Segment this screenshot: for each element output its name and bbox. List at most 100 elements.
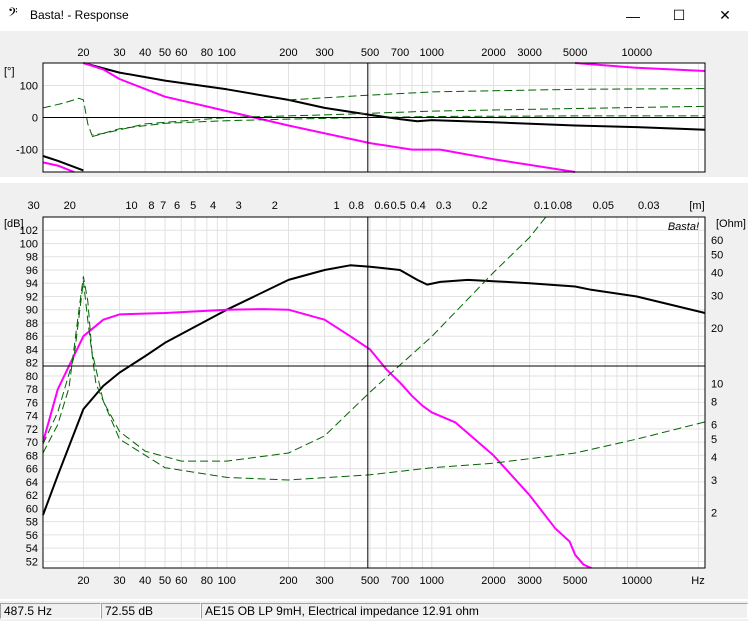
y2-tick-label: 8 — [711, 396, 717, 408]
series-black-0 — [42, 264, 706, 516]
y2-tick-label: 2 — [711, 507, 717, 519]
x-tick-label: 300 — [315, 47, 333, 59]
y-tick-label: 54 — [26, 543, 38, 555]
spl-chart[interactable]: 20 30 40 50 60 80 100 200 300 500 700 1000 2000 3000 5… — [0, 183, 748, 599]
x-tick-label: 10000 — [622, 47, 653, 59]
top-axis-tick-label: 20 — [64, 200, 76, 212]
status-level: 72.55 dB — [101, 603, 201, 619]
x-tick-label: 80 — [201, 47, 213, 59]
x-tick-label: 1000 — [420, 575, 444, 587]
x-tick-label: 5000 — [563, 47, 587, 59]
y2-axis-label: [Ohm] — [716, 218, 746, 230]
top-axis-unit: [m] — [689, 200, 704, 212]
y-tick-label: 56 — [26, 530, 38, 542]
y2-tick-label: 10 — [711, 379, 723, 391]
x-tick-label: 700 — [391, 47, 409, 59]
series-magenta-2 — [83, 62, 576, 173]
y-tick-label: 76 — [26, 397, 38, 409]
x-tick-label: 200 — [279, 575, 297, 587]
y-tick-label: 86 — [26, 331, 38, 343]
x-tick-label: 20 — [77, 47, 89, 59]
x-tick-label: 80 — [201, 575, 213, 587]
top-axis-tick-label: 30 — [27, 200, 39, 212]
top-axis-tick-label: 7 — [160, 200, 166, 212]
top-axis-tick-label: 10 — [125, 200, 137, 212]
status-description: AE15 OB LP 9mH, Electrical impedance 12.… — [201, 603, 748, 619]
top-axis-tick-label: 4 — [210, 200, 216, 212]
series-magenta-1 — [42, 308, 592, 569]
series-green-3 — [42, 280, 706, 481]
y-tick-label: 92 — [26, 291, 38, 303]
maximize-button[interactable]: ☐ — [656, 0, 702, 31]
y-tick-label: 100 — [20, 238, 38, 250]
y-axis-label: [°] — [4, 66, 15, 78]
y-tick-label: 68 — [26, 450, 38, 462]
y-tick-label: 0 — [32, 113, 38, 125]
series-green-5 — [42, 97, 706, 136]
top-axis-tick-label: 0.1 — [534, 200, 549, 212]
minimize-button[interactable]: — — [610, 0, 656, 31]
window-title: Basta! - Response — [30, 8, 129, 22]
y-tick-label: 96 — [26, 265, 38, 277]
plot-frame — [42, 62, 706, 173]
series-magenta-3 — [575, 62, 706, 72]
x-tick-label: 60 — [175, 47, 187, 59]
x-tick-label: 50 — [159, 575, 171, 587]
x-tick-label: 30 — [113, 47, 125, 59]
y2-tick-label: 30 — [711, 291, 723, 303]
y2-tick-label: 6 — [711, 419, 717, 431]
spl-panel: 20 30 40 50 60 80 100 200 300 500 700 1000 2000 3000 5… — [0, 183, 748, 599]
x-tick-label: 3000 — [517, 575, 541, 587]
y2-tick-label: 5 — [711, 434, 717, 446]
close-button[interactable]: ✕ — [702, 0, 748, 31]
top-axis-tick-label: 2 — [272, 200, 278, 212]
close-icon: ✕ — [719, 7, 731, 23]
title-bar: 𝄢 Basta! - Response — ☐ ✕ — [0, 0, 748, 31]
y-tick-label: 74 — [26, 411, 38, 423]
x-tick-label: 300 — [315, 575, 333, 587]
y2-tick-label: 40 — [711, 268, 723, 280]
top-axis-tick-label: 0.03 — [638, 200, 659, 212]
y-tick-label: 62 — [26, 490, 38, 502]
y-tick-label: 100 — [20, 80, 38, 92]
maximize-icon: ☐ — [672, 7, 686, 23]
top-axis-tick-label: 0.8 — [349, 200, 364, 212]
x-tick-label: 100 — [218, 47, 236, 59]
x-axis-unit: Hz — [691, 575, 704, 587]
y-tick-label: 78 — [26, 384, 38, 396]
top-axis-tick-label: 0.05 — [593, 200, 614, 212]
top-axis-tick-label: 0.5 — [391, 200, 406, 212]
minimize-icon: — — [626, 7, 640, 24]
plot-area — [43, 217, 705, 568]
status-bar: 487.5 Hz 72.55 dB AE15 OB LP 9mH, Electr… — [0, 601, 748, 621]
x-tick-label: 5000 — [563, 575, 587, 587]
top-axis-tick-label: 0.6 — [374, 200, 389, 212]
y-tick-label: 72 — [26, 424, 38, 436]
series-magenta-4 — [42, 161, 75, 173]
phase-chart[interactable]: 20 30 40 50 60 80 100 200 300 500 700 1000 2000 3000 5… — [0, 31, 748, 177]
x-tick-label: 2000 — [481, 47, 505, 59]
phase-panel: 20 30 40 50 60 80 100 200 300 500 700 1000 2000 3000 5… — [0, 31, 748, 177]
y-tick-label: 66 — [26, 464, 38, 476]
series-green-7 — [288, 88, 706, 101]
x-tick-label: 10000 — [622, 575, 653, 587]
y-tick-label: 82 — [26, 358, 38, 370]
y-tick-label: 80 — [26, 371, 38, 383]
x-tick-label: 2000 — [481, 575, 505, 587]
y2-tick-label: 3 — [711, 475, 717, 487]
y-tick-label: 88 — [26, 318, 38, 330]
top-axis-tick-label: 1 — [333, 200, 339, 212]
y-tick-label: 64 — [26, 477, 38, 489]
y-tick-label: 52 — [26, 556, 38, 568]
top-axis-tick-label: 0.08 — [551, 200, 572, 212]
x-tick-label: 20 — [77, 575, 89, 587]
x-tick-label: 40 — [139, 47, 151, 59]
y-tick-label: 98 — [26, 252, 38, 264]
x-tick-label: 500 — [361, 47, 379, 59]
x-tick-label: 100 — [218, 575, 236, 587]
x-tick-label: 50 — [159, 47, 171, 59]
x-tick-label: 40 — [139, 575, 151, 587]
series-black-1 — [42, 155, 84, 172]
x-tick-label: 200 — [279, 47, 297, 59]
top-axis-tick-label: 8 — [148, 200, 154, 212]
